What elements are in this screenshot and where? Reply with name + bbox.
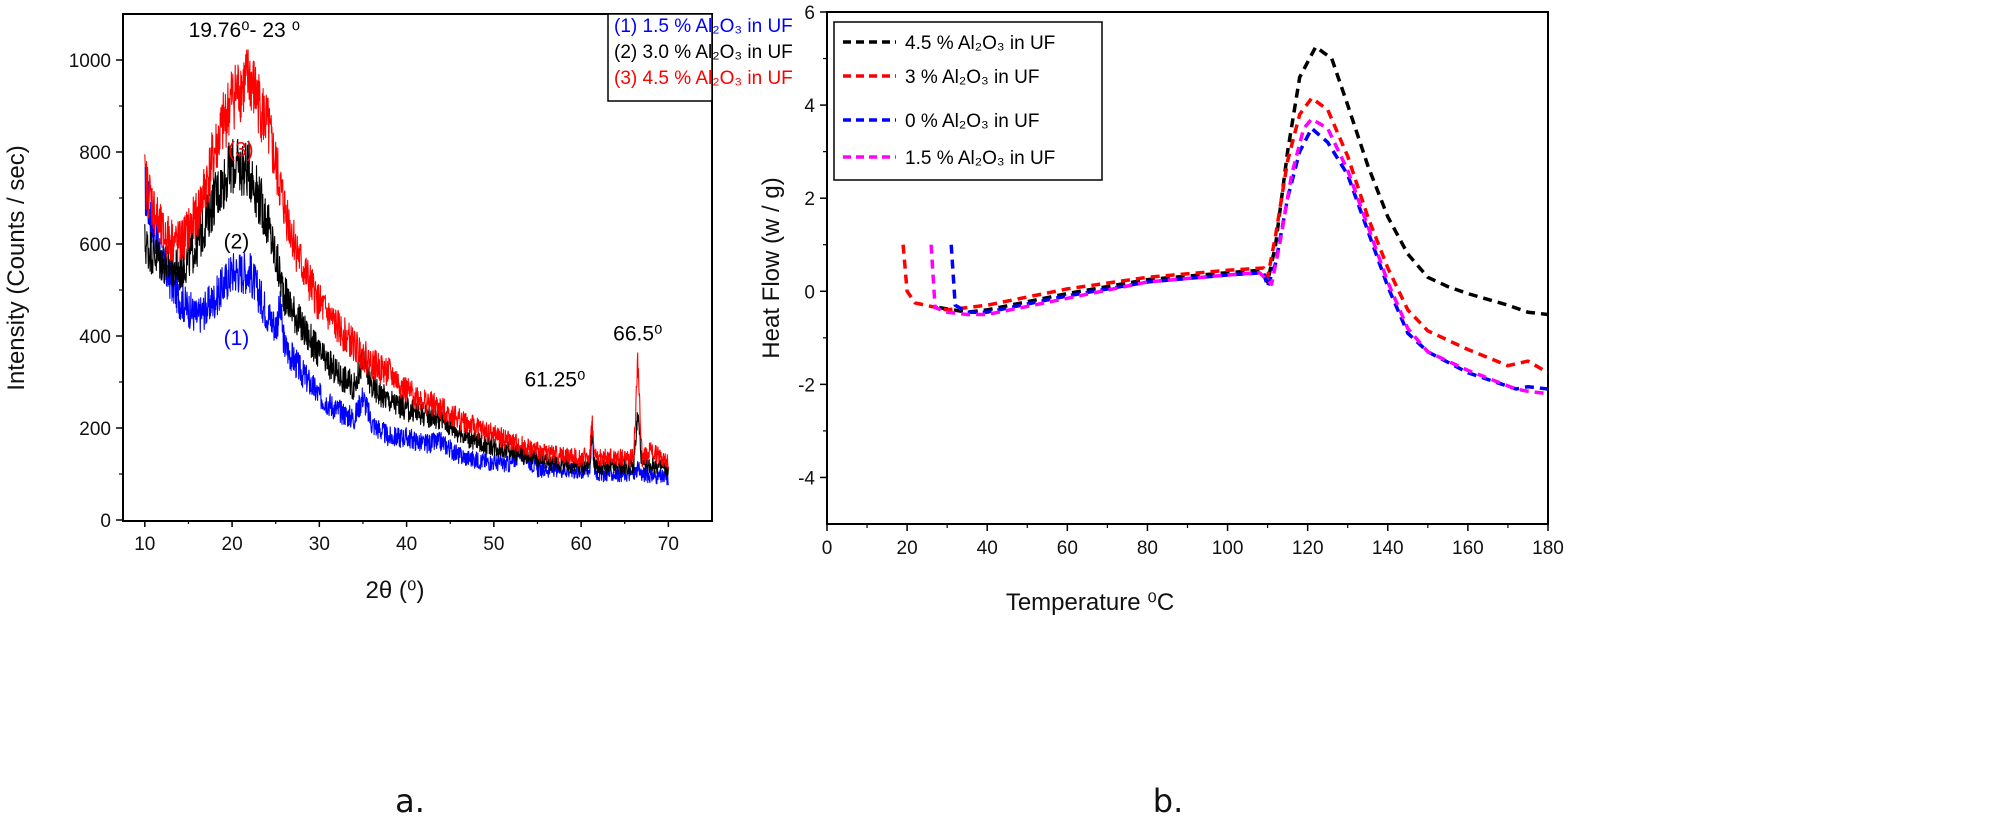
y-tick-label: 400 (79, 327, 111, 348)
x-tick-label: 40 (396, 534, 417, 555)
y-tick-label: -2 (798, 375, 815, 396)
series-line (938, 45, 1549, 317)
series-line (901, 96, 1549, 375)
x-tick-label: 30 (309, 534, 330, 555)
y-tick-label: 4 (804, 96, 815, 117)
x-tick-label: 70 (658, 534, 679, 555)
legend-entry: 1.5 % Al₂O₃ in UF (905, 148, 1055, 169)
y-axis-label: Intensity (Counts / sec) (3, 145, 30, 390)
x-tick-label: 20 (897, 538, 918, 559)
series-line (144, 166, 669, 486)
annotation: 19.76⁰- 23 ⁰ (189, 19, 300, 42)
y-tick-label: 200 (79, 419, 111, 440)
annotation: (1) (224, 327, 250, 350)
x-tick-label: 100 (1212, 538, 1244, 559)
x-tick-label: 60 (1057, 538, 1078, 559)
y-tick-label: 6 (804, 3, 815, 24)
series-line (144, 49, 669, 470)
x-tick-label: 0 (822, 538, 833, 559)
y-tick-label: 600 (79, 235, 111, 256)
series-line (929, 117, 1549, 396)
x-tick-label: 80 (1137, 538, 1158, 559)
y-tick-label: 0 (804, 282, 815, 303)
legend-box (833, 21, 1103, 181)
panel-caption: b. (1153, 782, 1183, 820)
legend: (1) 1.5 % Al₂O₃ in UF (2) 3.0 % Al₂O₃ in… (607, 13, 793, 102)
legend-entry: 3 % Al₂O₃ in UF (905, 67, 1039, 88)
x-tick-label: 140 (1372, 538, 1404, 559)
y-tick-label: 2 (804, 189, 815, 210)
annotation: (2) (224, 231, 250, 254)
dsc-chart: 0 20 40 60 80 100 120 140 160 180 -4 -2 0 2 4 6 Heat Fl… (758, 3, 1564, 820)
plot-frame (122, 13, 713, 522)
x-axis-label: 2θ (⁰) (366, 577, 425, 604)
x-axis-label: Temperature ⁰C (1006, 589, 1174, 616)
panel-caption: a. (395, 782, 425, 820)
x-tick-label: 160 (1452, 538, 1484, 559)
legend-box (607, 13, 713, 102)
legend-entry: 4.5 % Al₂O₃ in UF (905, 33, 1055, 54)
series-line (144, 138, 669, 477)
annotation: 61.25⁰ (524, 369, 585, 392)
y-tick-label: 800 (79, 143, 111, 164)
x-tick-label: 20 (222, 534, 243, 555)
x-tick-label: 60 (571, 534, 592, 555)
series-line (949, 126, 1549, 391)
x-tick-label: 50 (483, 534, 504, 555)
legend: 4.5 % Al₂O₃ in UF 3 % Al₂O₃ in UF 0 % Al₂O… (833, 21, 1103, 181)
legend-entry: 0 % Al₂O₃ in UF (905, 111, 1039, 132)
xrd-chart: 10 20 30 40 50 60 70 0 200 400 600 800 1000 19.76⁰- 2… (3, 13, 793, 820)
y-axis-label: Heat Flow (w / g) (758, 177, 785, 358)
annotation: (3) (228, 139, 254, 162)
y-tick-label: -4 (798, 468, 815, 489)
legend-entry: (2) 3.0 % Al₂O₃ in UF (614, 42, 793, 63)
legend-entry: (3) 4.5 % Al₂O₃ in UF (614, 68, 793, 89)
y-tick-label: 1000 (69, 51, 111, 72)
x-tick-label: 40 (977, 538, 998, 559)
x-tick-label: 10 (134, 534, 155, 555)
y-tick-label: 0 (100, 511, 111, 532)
legend-entry: (1) 1.5 % Al₂O₃ in UF (614, 16, 793, 37)
annotation: 66.5⁰ (613, 323, 662, 346)
x-tick-label: 120 (1292, 538, 1324, 559)
x-tick-label: 180 (1532, 538, 1564, 559)
